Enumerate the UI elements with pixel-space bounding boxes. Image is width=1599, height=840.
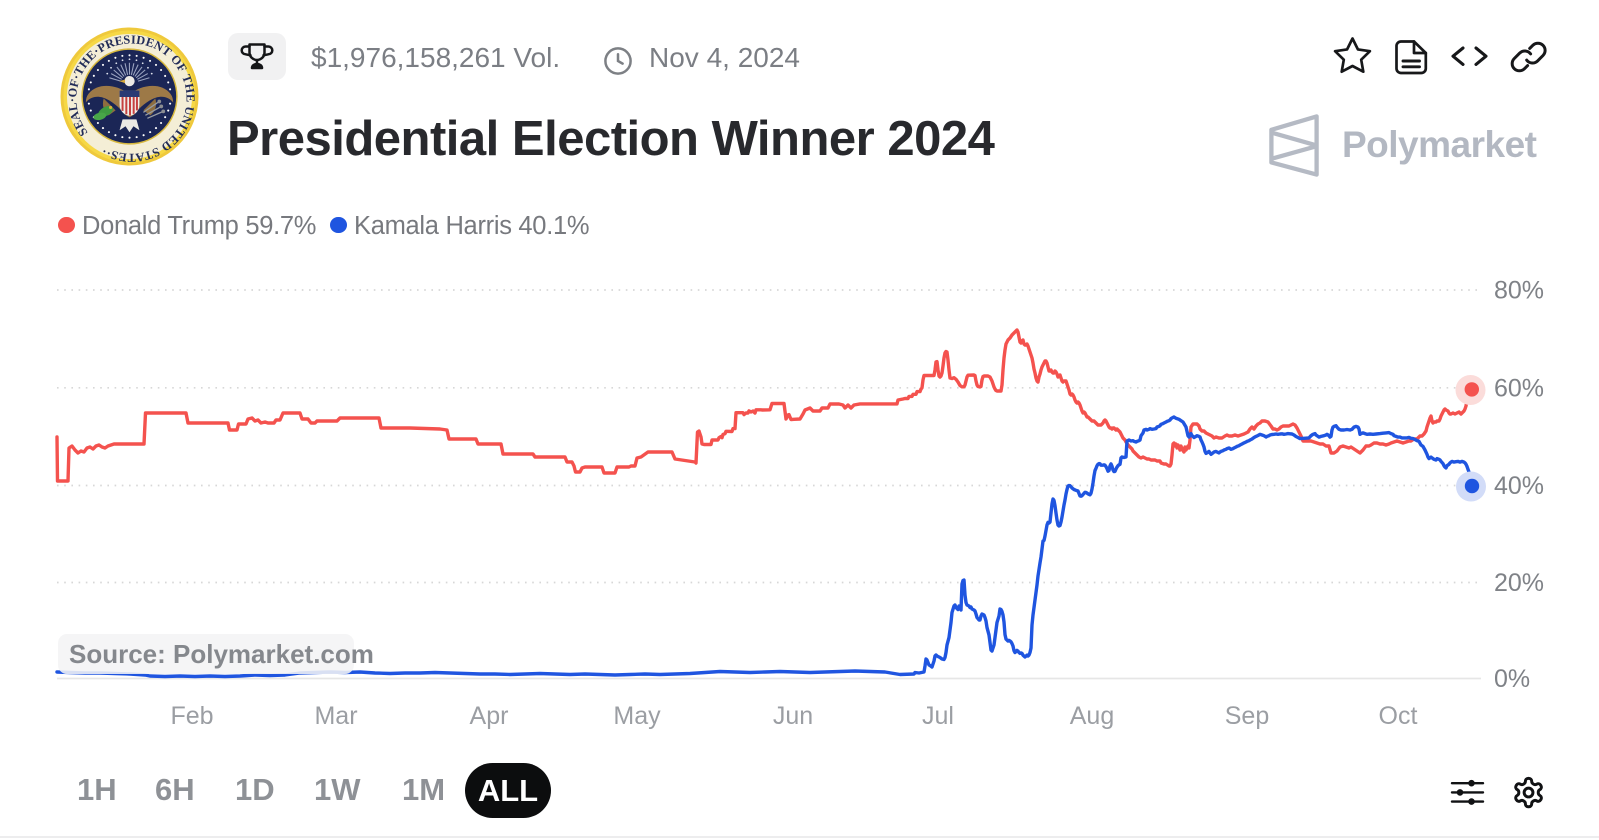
svg-text:20%: 20% xyxy=(1494,569,1544,597)
svg-text:Apr: Apr xyxy=(470,702,509,730)
svg-text:Jul: Jul xyxy=(922,702,954,730)
svg-text:Jun: Jun xyxy=(773,702,813,730)
svg-text:0%: 0% xyxy=(1494,665,1530,693)
svg-text:40%: 40% xyxy=(1494,472,1544,500)
svg-text:May: May xyxy=(613,702,661,730)
svg-text:Feb: Feb xyxy=(170,702,213,730)
svg-text:Aug: Aug xyxy=(1070,702,1114,730)
svg-text:Sep: Sep xyxy=(1225,702,1269,730)
svg-text:80%: 80% xyxy=(1494,277,1544,305)
svg-text:Oct: Oct xyxy=(1379,702,1418,730)
svg-text:60%: 60% xyxy=(1494,374,1544,402)
svg-text:Mar: Mar xyxy=(314,702,357,730)
svg-text:Source: Polymarket.com: Source: Polymarket.com xyxy=(69,639,374,669)
